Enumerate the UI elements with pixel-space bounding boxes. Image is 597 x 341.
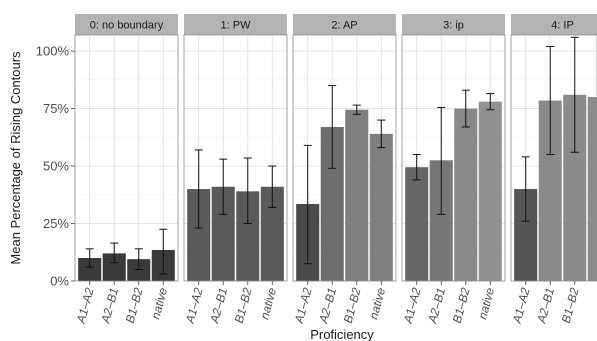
error-bar-3-2 [461,89,470,128]
x-tick-label-3-3: native [475,286,497,321]
bar-3-3 [478,101,502,281]
x-tick-label-1-0: A1–A2 [183,286,206,326]
bar-4-2 [563,94,587,282]
error-bar-3-0 [412,154,421,181]
bar-3-1 [429,160,453,281]
error-bar-1-0 [194,149,203,229]
x-tick-label-4-0: A1–A2 [510,286,533,326]
error-bar-2-3 [377,119,386,149]
bar-1-0 [187,189,211,281]
x-tick-label-0-1: A2–B1 [98,286,121,325]
y-tick-label-2: 50% [43,159,69,174]
x-tick-label-2-0: A1–A2 [292,286,315,326]
x-tick-label-3-2: B1–B2 [450,286,473,325]
bar-2-1 [320,126,344,281]
x-tick-label-4-2: B1–B2 [559,286,582,325]
x-tick-label-2-3: native [366,286,388,321]
error-bar-2-1 [328,85,337,169]
bar-4-0 [514,189,538,281]
x-tick-label-0-0: A1–A2 [74,286,97,326]
x-tick-label-1-2: B1–B2 [232,286,255,325]
x-tick-label-2-1: A2–B1 [316,286,339,325]
facet-strip-2 [293,14,396,35]
x-tick-label-1-1: A2–B1 [207,286,230,325]
facet-label-0: 0: no boundary [90,20,164,32]
x-tick-label-4-1: A2–B1 [534,286,557,325]
error-bar-2-0 [303,144,312,265]
error-bar-4-1 [546,45,555,156]
x-tick-label-3-0: A1–A2 [401,286,424,326]
error-bar-3-1 [437,106,446,215]
error-bar-1-1 [219,158,228,215]
error-bar-0-3 [159,228,168,275]
facet-label-3: 3: ip [443,20,464,32]
error-bar-4-2 [570,36,579,153]
y-axis-title: Mean Percentage of Rising Contours [8,51,23,265]
panel-bg-0 [75,35,178,281]
panel-border-3 [401,34,506,282]
panel-border-2 [292,34,397,282]
x-tick-label-0-2: B1–B2 [123,286,146,325]
facet-label-4: 4: IP [551,20,574,32]
panel-border-1 [183,34,288,282]
bar-1-3 [260,186,284,281]
x-tick-label-1-3: native [257,286,279,321]
y-tick-label-1: 25% [43,216,69,231]
bar-1-1 [211,186,235,281]
y-tick-label-4: 100% [36,44,70,59]
panel-border-0 [74,34,179,282]
bar-3-0 [405,167,429,281]
facet-strip-0 [75,14,178,35]
error-bar-4-0 [521,156,530,222]
bar-2-3 [369,133,393,281]
error-bar-0-0 [85,248,94,268]
facet-strip-1 [184,14,287,35]
x-tick-label-0-3: native [148,286,170,321]
bar-0-0 [78,258,102,281]
bar-0-2 [127,259,151,281]
facet-strip-3 [402,14,505,35]
bar-4-1 [538,100,562,281]
error-bar-0-2 [134,248,143,271]
bar-2-2 [345,109,369,281]
facet-strip-4 [511,14,597,35]
x-axis-title: Proficiency [310,327,374,341]
x-tick-label-3-1: A2–B1 [425,286,448,325]
error-bar-1-2 [243,157,252,225]
facet-label-1: 1: PW [221,20,252,32]
error-bar-3-3 [486,93,495,111]
bar-4-3 [587,97,597,281]
y-tick-label-3: 75% [43,101,69,116]
facet-label-2: 2: AP [331,20,357,32]
bar-3-2 [454,108,478,281]
x-tick-label-2-2: B1–B2 [341,286,364,325]
error-bar-2-2 [352,104,361,115]
error-bar-1-3 [268,165,277,208]
y-tick-label-0: 0% [50,274,69,289]
bar-0-1 [102,253,126,281]
bar-1-2 [236,191,260,281]
panel-border-4 [510,34,597,282]
error-bar-0-1 [110,242,119,264]
